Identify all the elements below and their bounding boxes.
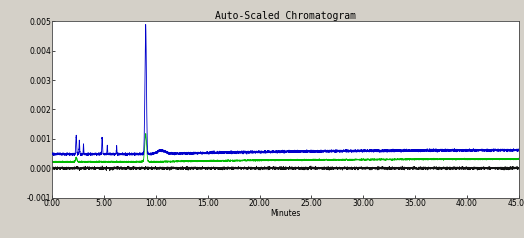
X-axis label: Minutes: Minutes xyxy=(270,209,301,218)
Title: Auto-Scaled Chromatogram: Auto-Scaled Chromatogram xyxy=(215,11,356,21)
